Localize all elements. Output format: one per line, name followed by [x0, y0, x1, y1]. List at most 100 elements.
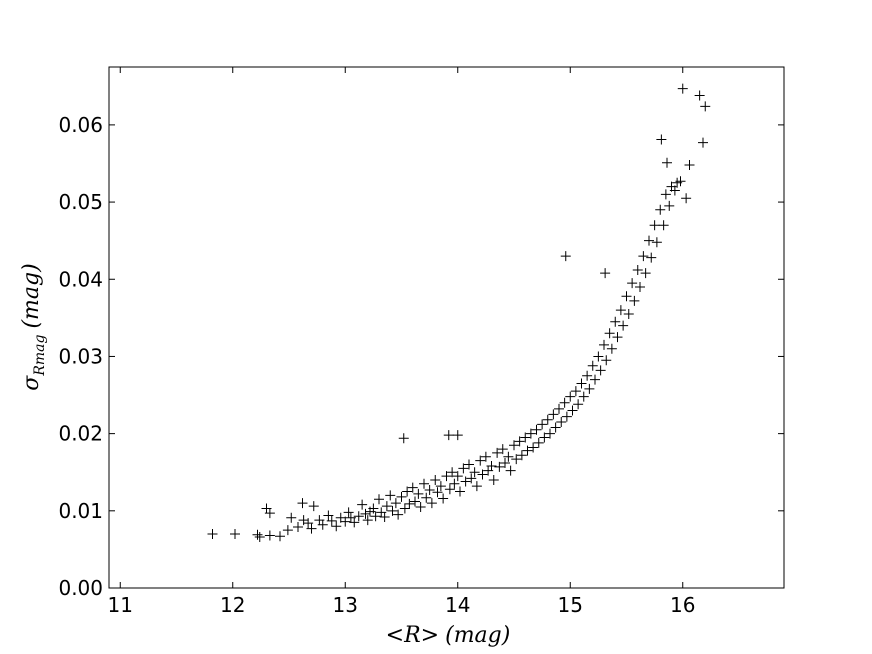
x-tick-label: 16 [670, 593, 695, 617]
y-axis-ticks: 0.00 0.01 0.02 0.03 0.04 0.05 0.06 [58, 113, 784, 600]
data-point [452, 471, 463, 482]
data-point [432, 487, 443, 498]
data-point [604, 328, 615, 339]
data-point [471, 481, 482, 492]
data-point [475, 455, 486, 466]
data-point [393, 509, 404, 520]
data-point [323, 510, 334, 521]
data-point [505, 465, 516, 476]
data-point [559, 397, 570, 408]
data-points [207, 83, 711, 543]
data-point [627, 278, 638, 289]
data-point [449, 478, 460, 489]
data-point [254, 532, 265, 543]
data-point [308, 501, 319, 512]
y-axis-label: σRmag (mag) [19, 263, 48, 390]
data-point [368, 503, 379, 514]
data-point [488, 474, 499, 485]
x-tick-label: 14 [445, 593, 470, 617]
data-point [381, 501, 392, 512]
data-point [353, 511, 364, 522]
data-point [525, 428, 536, 439]
data-point [230, 528, 240, 539]
y-tick-label: 0.02 [58, 422, 103, 446]
data-point [560, 251, 571, 262]
data-point [404, 498, 415, 509]
x-tick-label: 13 [333, 593, 358, 617]
x-axis-label: <R> (mag) [386, 623, 511, 648]
data-point [370, 511, 381, 522]
x-label-gt: > [421, 623, 439, 648]
data-point [514, 436, 525, 447]
y-label-unit: (mag) [19, 263, 44, 328]
data-point [275, 531, 285, 542]
data-point [494, 461, 505, 472]
data-point [424, 484, 435, 495]
data-point [343, 507, 354, 518]
data-point [565, 391, 576, 402]
data-point [516, 450, 527, 461]
data-point [460, 476, 471, 487]
x-tick-label: 11 [108, 593, 133, 617]
data-point [252, 529, 263, 540]
data-point [576, 378, 587, 389]
data-point [438, 493, 449, 504]
data-point [610, 316, 621, 327]
data-point [455, 486, 465, 497]
data-point [561, 411, 572, 422]
data-point [511, 454, 522, 465]
data-point [447, 467, 458, 478]
data-point [533, 437, 544, 448]
data-point [629, 295, 640, 306]
data-point [379, 511, 390, 522]
data-point [660, 189, 671, 200]
data-point [458, 463, 469, 474]
data-point [441, 471, 452, 482]
data-point [640, 268, 651, 279]
data-point [402, 486, 413, 497]
data-point [621, 291, 632, 302]
data-point [537, 419, 548, 430]
data-point [545, 428, 555, 439]
data-point [700, 101, 711, 112]
data-point [528, 442, 539, 453]
data-point [410, 496, 420, 507]
data-point [390, 498, 401, 509]
data-point [419, 478, 429, 489]
data-point [452, 430, 463, 441]
data-point [303, 518, 314, 529]
data-point [497, 444, 508, 455]
data-point [677, 83, 688, 94]
data-point [503, 451, 514, 462]
data-point [567, 405, 578, 416]
data-point [469, 467, 480, 478]
data-point [573, 399, 584, 410]
data-point [655, 204, 666, 215]
data-point [601, 355, 612, 366]
data-point [398, 433, 409, 444]
x-label-unit: (mag) [445, 623, 510, 648]
data-point [595, 365, 606, 376]
data-point [539, 432, 550, 443]
data-point [335, 512, 346, 523]
y-tick-label: 0.05 [58, 190, 103, 214]
data-point [618, 320, 629, 331]
data-point [396, 491, 407, 502]
y-tick-label: 0.04 [58, 267, 103, 291]
data-point [590, 374, 600, 385]
data-point [399, 503, 410, 514]
data-point [492, 447, 503, 458]
data-point [293, 522, 303, 533]
data-point [349, 517, 360, 528]
data-point [413, 488, 424, 499]
data-point [331, 521, 342, 532]
data-point [286, 512, 297, 523]
data-point [385, 490, 396, 501]
data-point [317, 519, 328, 530]
y-label-sigma: σ [19, 375, 44, 391]
data-point [407, 482, 418, 493]
data-point [578, 391, 589, 402]
data-point [207, 528, 218, 539]
data-point [306, 523, 317, 534]
y-tick-label: 0.00 [58, 576, 103, 600]
